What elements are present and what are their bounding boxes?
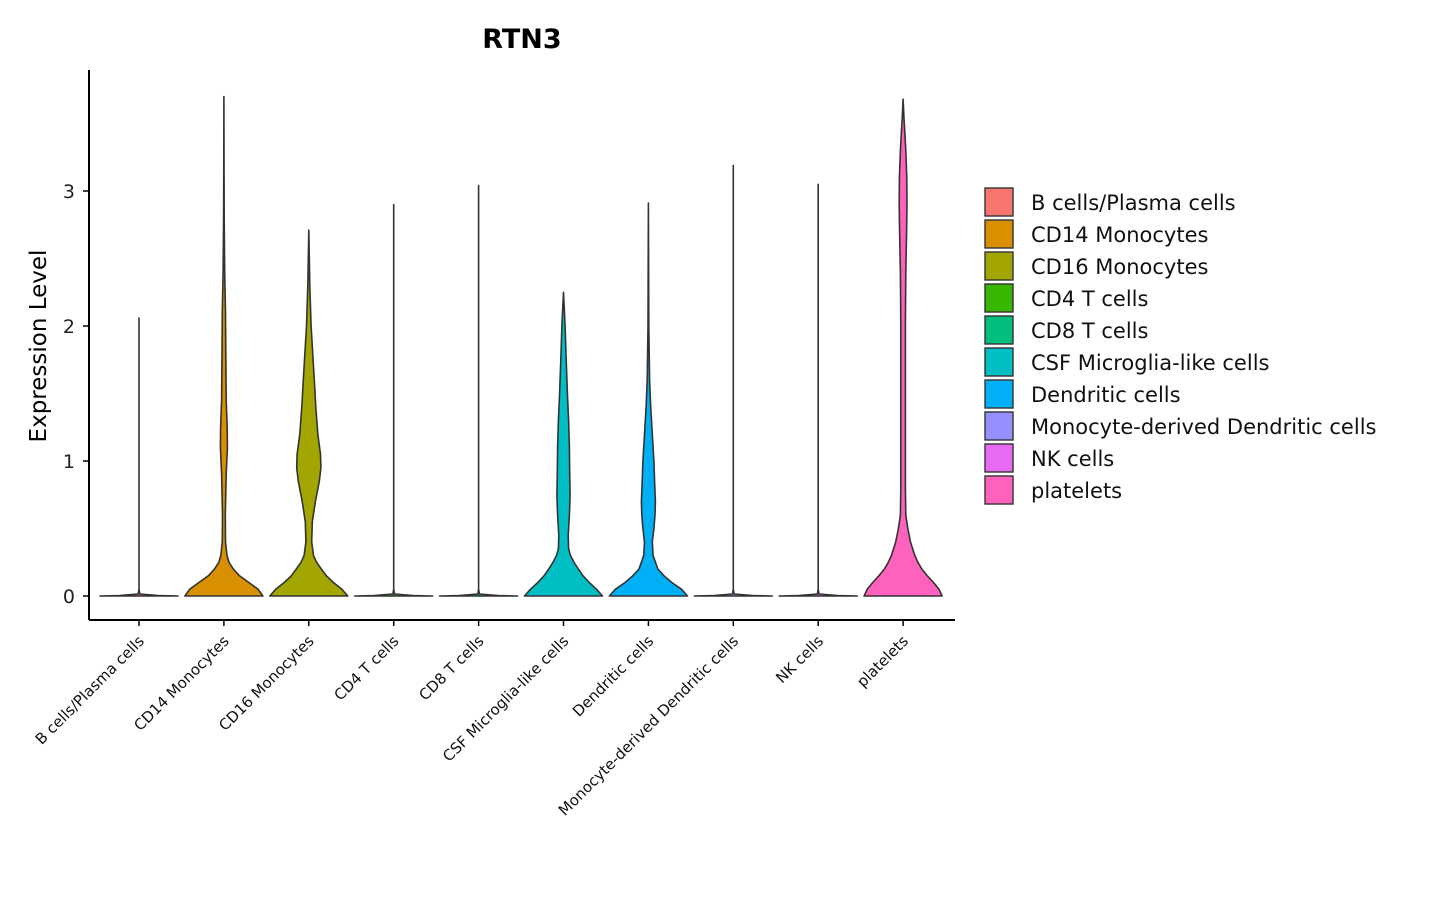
violin-7 (608, 202, 689, 597)
plot-area (99, 95, 943, 597)
legend-swatch (984, 379, 1014, 409)
legend-label: CD16 Monocytes (1031, 255, 1208, 279)
violin-10 (863, 98, 943, 597)
y-axis: 0 1 2 3 (63, 70, 90, 620)
legend-label: CD14 Monocytes (1031, 223, 1208, 247)
legend-swatch (984, 443, 1014, 473)
legend-swatch (984, 411, 1014, 441)
violin-2 (184, 95, 264, 597)
y-tick-label: 0 (63, 586, 75, 608)
x-tick-label: CD16 Monocytes (215, 632, 317, 734)
legend-label: Dendritic cells (1031, 383, 1181, 407)
legend-label: NK cells (1031, 447, 1114, 471)
violin-1 (99, 317, 179, 597)
x-tick-label: CD4 T cells (330, 632, 402, 704)
y-tick-label: 1 (63, 451, 75, 473)
violin-9 (778, 183, 858, 597)
violin-4 (353, 203, 434, 597)
legend-label: Monocyte-derived Dendritic cells (1031, 415, 1376, 439)
legend-swatch (984, 347, 1014, 377)
x-tick-label: Monocyte-derived Dendritic cells (555, 632, 742, 819)
violin-6 (523, 291, 604, 597)
y-tick-label: 3 (63, 181, 75, 203)
y-axis-label: Expression Level (26, 250, 52, 443)
legend-label: CD4 T cells (1031, 287, 1148, 311)
violin-5 (438, 184, 519, 597)
x-tick-label: platelets (853, 632, 912, 691)
legend-swatch (984, 283, 1014, 313)
x-tick-label: B cells/Plasma cells (32, 632, 148, 748)
violin-8 (693, 164, 774, 597)
legend-label: CSF Microglia-like cells (1031, 351, 1269, 375)
legend-swatch (984, 187, 1014, 217)
legend-label: platelets (1031, 479, 1122, 503)
legend: B cells/Plasma cells CD14 Monocytes CD16 M… (984, 187, 1376, 505)
x-tick-label: Dendritic cells (569, 632, 657, 720)
legend-swatch (984, 219, 1014, 249)
violin-3 (269, 229, 349, 597)
x-tick-label: NK cells (772, 632, 827, 687)
legend-swatch (984, 315, 1014, 345)
legend-label: B cells/Plasma cells (1031, 191, 1236, 215)
legend-swatch (984, 251, 1014, 281)
y-tick-label: 2 (63, 316, 75, 338)
legend-swatch (984, 475, 1014, 505)
x-tick-label: CD8 T cells (415, 632, 487, 704)
chart-title: RTN3 (482, 24, 561, 55)
legend-label: CD8 T cells (1031, 319, 1148, 343)
